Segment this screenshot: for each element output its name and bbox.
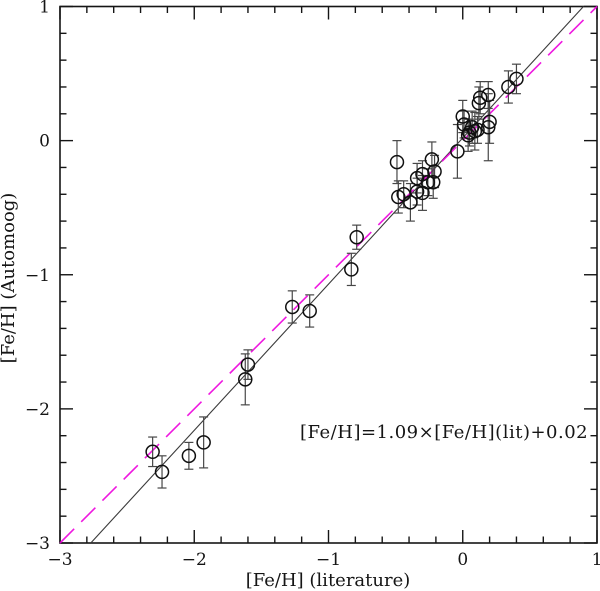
data-point xyxy=(470,122,485,138)
x-tick-label: −1 xyxy=(316,550,341,570)
data-point xyxy=(455,109,470,124)
data-point xyxy=(196,435,211,450)
data-point xyxy=(240,357,256,372)
data-point xyxy=(472,90,488,105)
y-tick-label: −1 xyxy=(25,266,50,286)
data-point xyxy=(302,303,317,319)
data-point xyxy=(409,184,425,199)
fit-equation-annotation: [Fe/H]=1.09×[Fe/H](lit)+0.02 xyxy=(300,422,588,443)
x-axis-label: [Fe/H] (literature) xyxy=(246,570,411,591)
data-point xyxy=(285,299,300,315)
y-tick-label: 0 xyxy=(39,132,50,152)
data-point xyxy=(482,114,497,130)
x-tick-label: 0 xyxy=(457,550,468,570)
data-point xyxy=(391,189,406,205)
data-point xyxy=(238,372,253,387)
fit-line xyxy=(90,6,584,544)
x-tick-label: 1 xyxy=(592,550,600,570)
data-point xyxy=(501,79,516,95)
data-point xyxy=(181,448,197,464)
data-point xyxy=(481,87,496,103)
y-axis-label: [Fe/H] (Automoog) xyxy=(0,193,19,364)
data-point xyxy=(481,119,496,135)
data-point xyxy=(344,262,359,277)
data-point xyxy=(415,185,430,201)
data-point xyxy=(471,95,487,111)
data-point xyxy=(509,71,524,87)
data-point xyxy=(425,174,441,190)
data-point xyxy=(389,154,405,170)
data-point xyxy=(349,229,364,245)
data-point xyxy=(403,195,418,210)
data-point xyxy=(145,444,160,460)
one-to-one-line xyxy=(59,5,598,544)
data-point xyxy=(154,464,170,480)
y-tick-label: −2 xyxy=(25,400,50,420)
x-tick-label: −3 xyxy=(47,550,72,570)
data-point xyxy=(450,144,465,159)
y-tick-label: 1 xyxy=(39,0,50,18)
x-tick-label: −2 xyxy=(182,550,207,570)
y-tick-label: −3 xyxy=(25,534,50,554)
